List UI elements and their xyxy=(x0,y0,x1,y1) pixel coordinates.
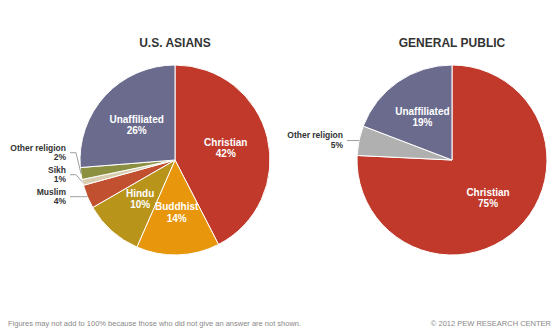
data-label: Muslim4% xyxy=(37,187,67,206)
data-label: Sikh1% xyxy=(48,165,66,184)
data-label-value: 5% xyxy=(331,140,344,150)
pie-chart: Christian75% Unaffiliated19% Other religio… xyxy=(287,65,547,255)
data-label: Other religion2% xyxy=(10,143,66,162)
data-label-value: 10% xyxy=(130,199,150,210)
data-label-value: 42% xyxy=(216,148,236,159)
chart-title: GENERAL PUBLIC xyxy=(399,36,506,50)
data-label-value: 1% xyxy=(54,174,67,184)
data-label: Unaffiliated26% xyxy=(109,114,163,137)
data-label: Unaffiliated19% xyxy=(395,106,449,128)
data-label-category: Hindu xyxy=(126,188,154,199)
pie-chart: Christian42%Buddhist14%Hindu10%Unaffilia… xyxy=(10,65,270,255)
leader-line xyxy=(70,153,81,174)
data-label-value: 4% xyxy=(54,196,67,206)
data-label: Other religion5% xyxy=(287,130,343,149)
leader-line xyxy=(347,140,359,141)
leader-line xyxy=(70,196,87,197)
data-label-value: 26% xyxy=(127,125,147,136)
data-label-value: 75% xyxy=(478,198,498,209)
data-label-category: Buddhist xyxy=(155,201,199,212)
annotation: © 2012 PEW RESEARCH CENTER xyxy=(431,319,552,328)
annotation: Figures may not add to 100% because thos… xyxy=(8,319,301,328)
data-label-category: Christian xyxy=(204,137,247,148)
chart-root: Christian42%Buddhist14%Hindu10%Unaffilia… xyxy=(0,0,559,336)
leader-line xyxy=(70,175,83,183)
data-label: Buddhist14% xyxy=(155,201,199,224)
pie-slice xyxy=(80,65,175,168)
data-label-category: Unaffiliated xyxy=(395,106,449,117)
data-label-value: 14% xyxy=(167,213,187,224)
data-label-value: 2% xyxy=(54,152,67,162)
data-label-value: 19% xyxy=(412,117,432,128)
pie-slice xyxy=(357,65,547,255)
pie-slice xyxy=(363,65,452,160)
data-label-category: Christian xyxy=(466,187,509,198)
data-label: Hindu10% xyxy=(126,188,154,211)
data-label-category: Unaffiliated xyxy=(109,114,163,125)
data-label: Christian75% xyxy=(466,187,509,210)
data-label: Christian42% xyxy=(204,137,247,160)
chart-title: U.S. ASIANS xyxy=(139,36,211,50)
